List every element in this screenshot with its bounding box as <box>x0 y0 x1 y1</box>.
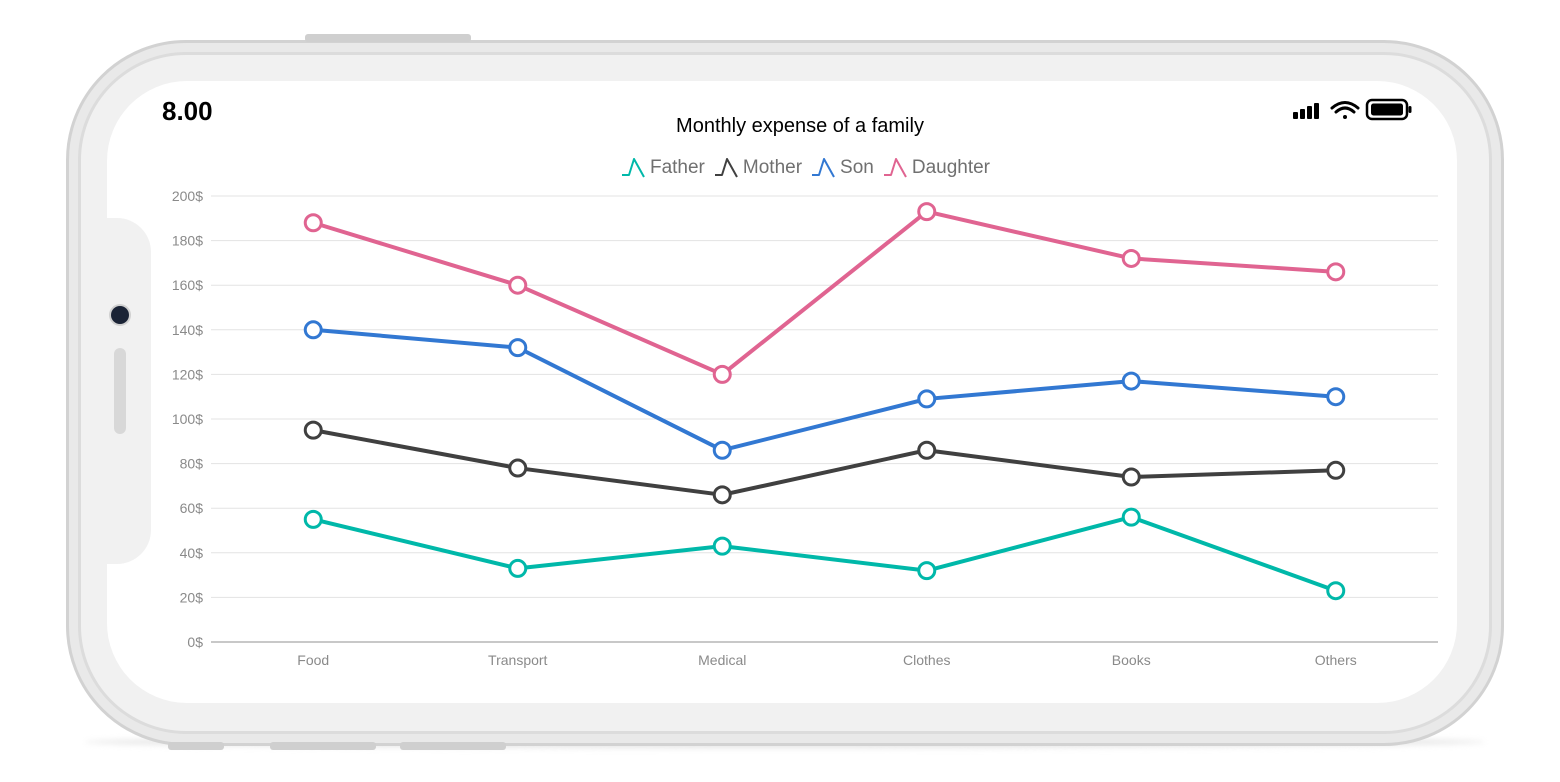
chart-legend: Father Mother Son Daughter <box>0 155 1560 181</box>
data-point-son-food <box>303 320 323 340</box>
data-point-father-books <box>1121 507 1141 527</box>
x-tick-label-food: Food <box>297 652 329 668</box>
legend-item-daughter[interactable]: Daughter <box>882 155 990 181</box>
legend-line-icon <box>883 158 907 178</box>
legend-label: Daughter <box>911 157 991 178</box>
signal-icon <box>1293 103 1319 119</box>
data-point-son-transport <box>508 338 528 358</box>
y-tick-label-140: 140$ <box>172 322 203 338</box>
y-tick-label-120: 120$ <box>172 366 203 382</box>
camera-icon <box>111 306 129 324</box>
data-point-mother-books <box>1121 467 1141 487</box>
data-point-daughter-food <box>303 213 323 233</box>
data-point-daughter-transport <box>508 275 528 295</box>
y-tick-label-0: 0$ <box>187 634 203 650</box>
power-button <box>305 34 471 42</box>
data-point-mother-clothes <box>917 440 937 460</box>
data-point-father-clothes <box>917 561 937 581</box>
volume-up-button <box>270 742 376 750</box>
data-point-father-transport <box>508 558 528 578</box>
data-point-father-medical <box>712 536 732 556</box>
mute-switch <box>168 742 224 750</box>
battery-icon <box>1365 98 1412 121</box>
x-tick-label-transport: Transport <box>488 652 548 668</box>
volume-down-button <box>400 742 506 750</box>
y-tick-label-200: 200$ <box>172 188 203 204</box>
data-point-daughter-books <box>1121 248 1141 268</box>
series-line-daughter <box>311 209 1338 377</box>
data-point-mother-medical <box>712 485 732 505</box>
data-point-mother-others <box>1326 460 1346 480</box>
data-point-mother-food <box>303 420 323 440</box>
series-line-mother <box>311 428 1338 497</box>
data-point-son-books <box>1121 371 1141 391</box>
x-tick-label-clothes: Clothes <box>903 652 950 668</box>
y-tick-label-160: 160$ <box>172 277 203 293</box>
y-tick-label-180: 180$ <box>172 233 203 249</box>
data-point-daughter-others <box>1326 262 1346 282</box>
phone-screen <box>107 81 1457 703</box>
data-point-father-others <box>1326 581 1346 601</box>
status-time: 8.00 <box>162 96 213 126</box>
legend-item-son[interactable]: Son <box>810 155 874 181</box>
y-tick-label-60: 60$ <box>180 500 204 516</box>
legend-label: Mother <box>742 157 803 178</box>
legend-line-icon <box>621 158 645 178</box>
y-tick-label-40: 40$ <box>180 545 204 561</box>
legend-item-mother[interactable]: Mother <box>713 155 802 181</box>
speaker-grille <box>114 348 126 434</box>
status-icons <box>1293 98 1412 121</box>
y-tick-label-100: 100$ <box>172 411 203 427</box>
data-point-mother-transport <box>508 458 528 478</box>
legend-item-father[interactable]: Father <box>620 155 705 181</box>
data-point-son-others <box>1326 387 1346 407</box>
series-line-father <box>311 515 1338 593</box>
data-point-son-medical <box>712 440 732 460</box>
x-tick-label-others: Others <box>1315 652 1357 668</box>
legend-label: Father <box>649 157 705 178</box>
series-line-son <box>311 327 1338 453</box>
legend-line-icon <box>714 158 738 178</box>
data-point-father-food <box>303 509 323 529</box>
legend-line-icon <box>812 158 835 178</box>
x-tick-label-books: Books <box>1112 652 1151 668</box>
wifi-icon <box>1330 101 1360 119</box>
legend-label: Son <box>840 157 874 178</box>
chart-title: Monthly expense of a family <box>676 115 924 137</box>
x-tick-label-medical: Medical <box>698 652 746 668</box>
y-tick-label-20: 20$ <box>180 589 204 605</box>
data-point-son-clothes <box>917 389 937 409</box>
y-tick-label-80: 80$ <box>180 456 204 472</box>
data-point-daughter-medical <box>712 364 732 384</box>
data-point-daughter-clothes <box>917 202 937 222</box>
